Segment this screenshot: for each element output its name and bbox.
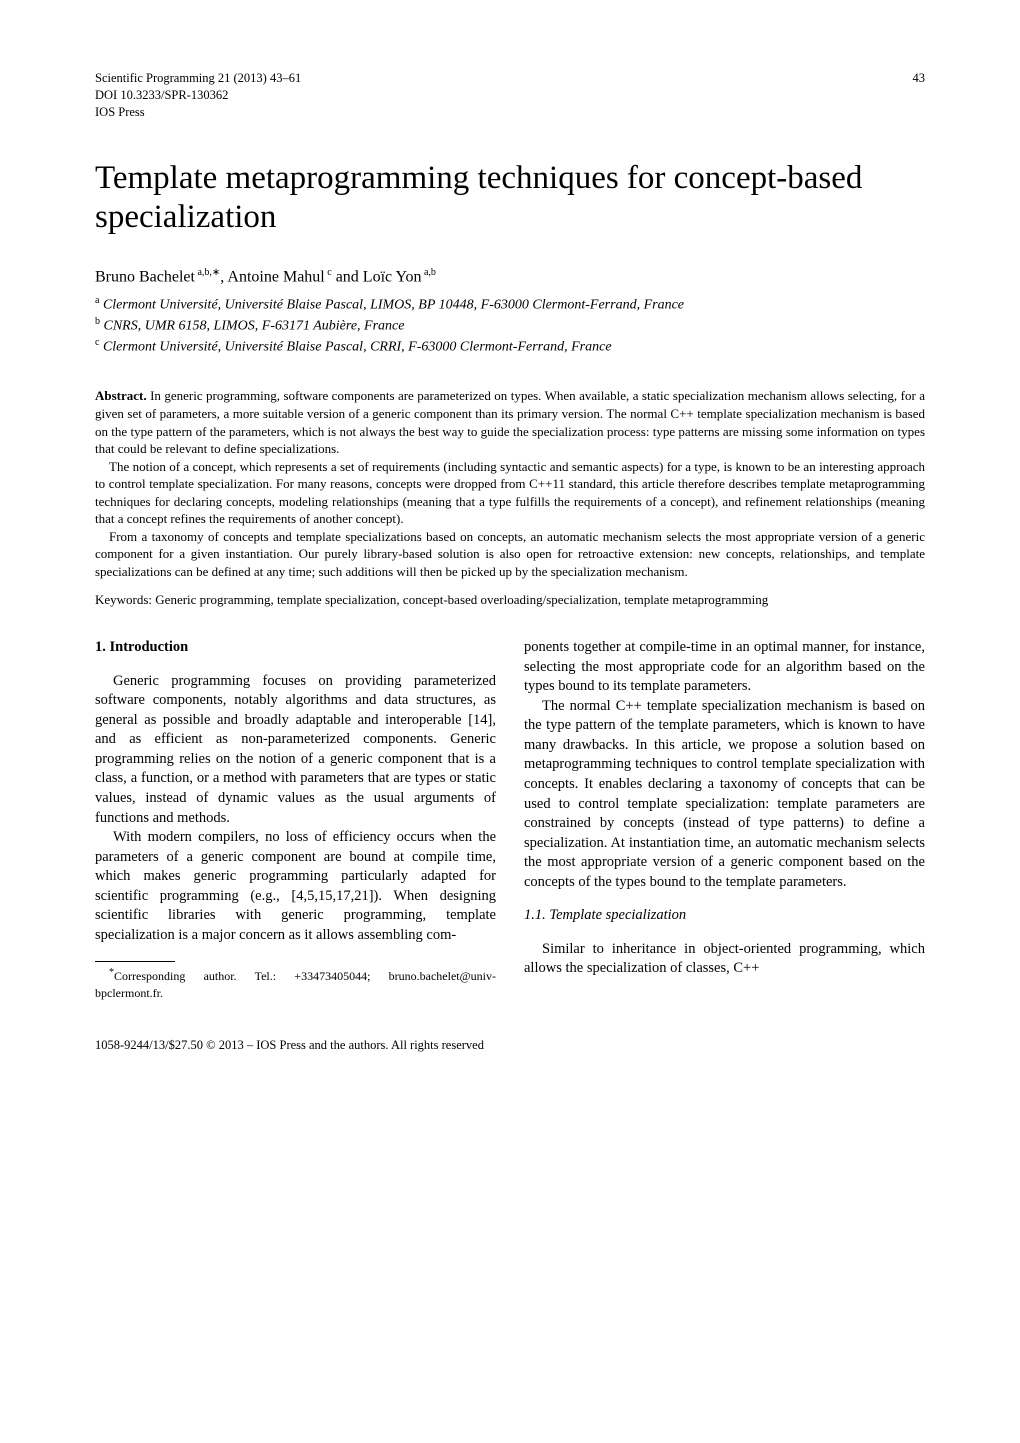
- col2-p1: ponents together at compile-time in an o…: [524, 638, 925, 697]
- footnote-rule: [95, 961, 175, 962]
- author-2-affil-sup: c: [325, 267, 332, 278]
- authors-line: Bruno Bachelet a,b,∗, Antoine Mahul c an…: [95, 266, 925, 288]
- keywords-line: Keywords: Generic programming, template …: [95, 591, 925, 609]
- affil-c-text: Clermont Université, Université Blaise P…: [99, 340, 611, 355]
- affiliation-b: b CNRS, UMR 6158, LIMOS, F-63171 Aubière…: [95, 315, 925, 336]
- author-2-prefix: , Antoine Mahul: [220, 268, 324, 285]
- journal-line: Scientific Programming 21 (2013) 43–61: [95, 70, 925, 87]
- intro-p2: With modern compilers, no loss of effici…: [95, 828, 496, 945]
- page-number-top: 43: [913, 70, 926, 87]
- intro-p1: Generic programming focuses on providing…: [95, 672, 496, 829]
- doi-line: DOI 10.3233/SPR-130362: [95, 87, 925, 104]
- abstract-label: Abstract.: [95, 388, 147, 403]
- affiliation-c: c Clermont Université, Université Blaise…: [95, 336, 925, 357]
- author-1: Bruno Bachelet: [95, 268, 195, 285]
- sec11-p1: Similar to inheritance in object-oriente…: [524, 940, 925, 979]
- abstract-p2: The notion of a concept, which represent…: [95, 458, 925, 528]
- abstract-block: Abstract. In generic programming, softwa…: [95, 387, 925, 608]
- body-columns: 1. Introduction Generic programming focu…: [95, 638, 925, 1001]
- author-1-affil-sup: a,b,∗: [195, 267, 220, 278]
- abstract-p3: From a taxonomy of concepts and template…: [95, 528, 925, 581]
- paper-title: Template metaprogramming techniques for …: [95, 159, 925, 238]
- affil-a-text: Clermont Université, Université Blaise P…: [99, 297, 684, 312]
- abstract-p1: Abstract. In generic programming, softwa…: [95, 387, 925, 457]
- section-1-1-heading: 1.1. Template specialization: [524, 906, 925, 926]
- affiliation-a: a Clermont Université, Université Blaise…: [95, 294, 925, 315]
- press-line: IOS Press: [95, 104, 925, 121]
- abstract-p1-text: In generic programming, software compone…: [95, 388, 925, 456]
- author-3-affil-sup: a,b: [421, 267, 435, 278]
- affil-b-text: CNRS, UMR 6158, LIMOS, F-63171 Aubière, …: [100, 319, 404, 334]
- col2-p2: The normal C++ template specialization m…: [524, 697, 925, 893]
- author-3-prefix: and Loïc Yon: [332, 268, 422, 285]
- footer-copyright: 1058-9244/13/$27.50 © 2013 – IOS Press a…: [95, 1037, 925, 1054]
- section-1-heading: 1. Introduction: [95, 638, 496, 658]
- corresponding-author-footnote: *Corresponding author. Tel.: +3347340504…: [95, 966, 496, 1000]
- affiliations: a Clermont Université, Université Blaise…: [95, 294, 925, 358]
- header-block: 43 Scientific Programming 21 (2013) 43–6…: [95, 70, 925, 121]
- footnote-text: Corresponding author. Tel.: +33473405044…: [95, 969, 496, 999]
